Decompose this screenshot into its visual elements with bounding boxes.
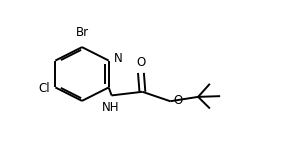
Text: NH: NH [102,100,120,114]
Text: O: O [136,56,146,69]
Text: O: O [173,94,182,107]
Text: Cl: Cl [38,82,50,95]
Text: N: N [114,52,123,65]
Text: Br: Br [75,26,89,39]
